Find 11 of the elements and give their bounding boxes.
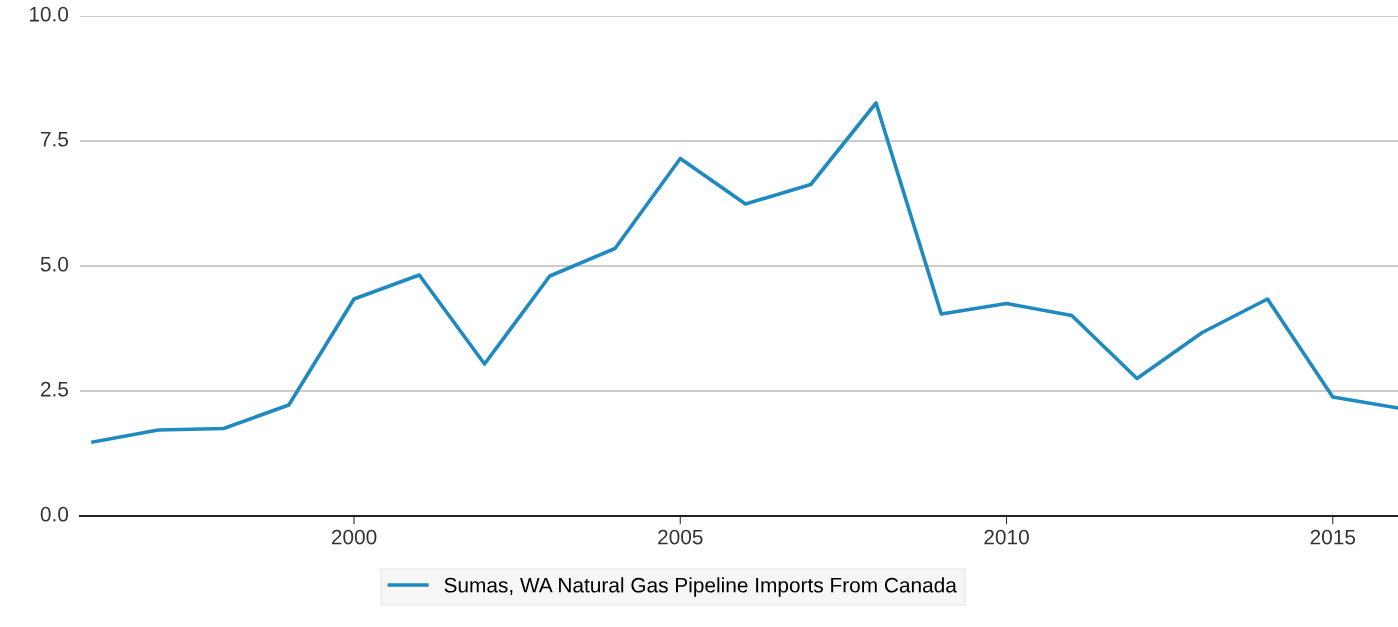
legend-label: Sumas, WA Natural Gas Pipeline Imports From Canada	[444, 577, 957, 597]
y-tick-label: 2.5	[40, 381, 69, 397]
line-series	[91, 101, 1398, 444]
x-tick-label: 2005	[658, 529, 703, 545]
x-tick-label: 2010	[984, 529, 1029, 545]
y-tick-label: 0.0	[40, 506, 69, 522]
x-tick-label: 2015	[1310, 529, 1356, 545]
y-tick-label: 10.0	[29, 6, 69, 22]
x-tick-label: 2000	[331, 529, 377, 545]
y-tick-label: 7.5	[41, 132, 69, 147]
y-tick-label: 5.0	[40, 256, 69, 272]
